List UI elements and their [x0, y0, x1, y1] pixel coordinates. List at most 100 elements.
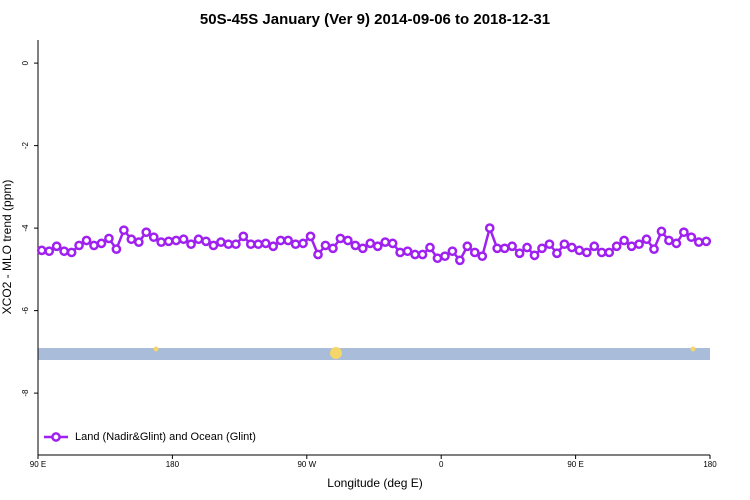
data-point: [462, 241, 473, 252]
data-point: [619, 235, 629, 246]
data-point: [245, 239, 256, 250]
land-marker: [330, 347, 342, 359]
data-point: [59, 246, 69, 257]
data-point: [74, 240, 84, 251]
x-tick-label: 90 E: [30, 460, 46, 469]
x-axis-label: Longitude (deg E): [327, 476, 422, 490]
legend-label: Land (Nadir&Glint) and Ocean (Glint): [75, 431, 256, 443]
data-point: [395, 247, 405, 258]
y-tick-label: -6: [21, 307, 30, 315]
data-point: [231, 239, 241, 250]
data-point: [156, 237, 167, 247]
data-point: [148, 232, 159, 243]
y-tick-label: 0: [21, 60, 30, 65]
data-point: [469, 247, 480, 258]
data-point: [298, 238, 308, 249]
data-point: [417, 249, 428, 260]
x-tick-label: 90 E: [567, 460, 583, 469]
data-point: [656, 226, 667, 237]
data-point: [223, 239, 234, 250]
data-point: [477, 251, 488, 262]
data-point: [387, 238, 398, 249]
data-point: [171, 235, 181, 246]
land-marker: [153, 346, 159, 352]
data-point: [671, 238, 682, 249]
ocean-band: [38, 348, 710, 360]
data-point: [641, 234, 652, 245]
y-tick-label: -8: [21, 389, 30, 397]
data-point: [693, 237, 704, 247]
x-tick-label: 90 W: [297, 460, 316, 469]
data-point: [104, 233, 114, 244]
y-axis-label: XCO2 - MLO trend (ppm): [0, 180, 14, 315]
data-point: [507, 241, 517, 252]
data-point: [290, 239, 301, 250]
data-point: [664, 235, 674, 246]
data-point: [343, 235, 353, 246]
data-point: [626, 241, 637, 252]
data-point: [679, 227, 689, 238]
y-tick-label: -2: [21, 142, 30, 150]
data-point: [649, 244, 659, 255]
data-point: [596, 247, 607, 258]
data-point: [36, 245, 47, 256]
data-point: [604, 247, 615, 258]
data-point: [544, 239, 555, 250]
data-point: [432, 253, 443, 264]
data-point: [126, 234, 137, 245]
data-point: [81, 235, 92, 246]
data-point: [402, 246, 413, 257]
data-point: [492, 243, 503, 254]
data-point: [611, 241, 622, 252]
data-point: [410, 249, 420, 260]
land-marker: [690, 346, 696, 352]
data-point: [216, 237, 226, 247]
data-point: [372, 241, 383, 252]
data-point: [365, 238, 376, 249]
data-point: [499, 243, 510, 254]
data-point: [447, 246, 458, 257]
data-point: [567, 242, 577, 253]
data-point: [119, 225, 129, 236]
data-point: [275, 235, 286, 246]
y-tick-label: -4: [21, 224, 30, 232]
data-point: [260, 238, 271, 249]
data-point: [111, 244, 122, 255]
data-point: [574, 245, 585, 256]
data-point: [537, 243, 547, 254]
data-point: [313, 249, 323, 260]
data-point: [529, 250, 540, 261]
data-point: [141, 227, 152, 238]
data-point: [193, 234, 204, 245]
data-point: [186, 239, 196, 250]
data-point: [552, 248, 562, 259]
data-point: [51, 241, 62, 252]
data-point: [283, 235, 293, 246]
data-point: [559, 239, 570, 250]
data-point: [201, 236, 211, 247]
data-point: [581, 247, 592, 258]
data-point: [701, 236, 712, 247]
data-point: [66, 247, 77, 258]
data-point: [163, 236, 174, 247]
data-point: [455, 255, 465, 266]
data-point: [686, 232, 697, 243]
data-point: [208, 240, 219, 251]
data-point: [440, 251, 450, 262]
data-point: [425, 242, 435, 253]
data-point: [305, 231, 316, 242]
data-point: [253, 239, 264, 250]
chart-title: 50S-45S January (Ver 9) 2014-09-06 to 20…: [200, 11, 550, 28]
data-point: [335, 233, 346, 244]
data-point: [522, 242, 532, 253]
data-point: [484, 223, 495, 233]
data-point: [589, 241, 600, 252]
data-point: [328, 243, 338, 254]
x-tick-label: 0: [439, 460, 444, 469]
data-point: [133, 237, 144, 247]
data-point: [514, 248, 525, 259]
data-point: [268, 241, 279, 252]
data-point: [357, 243, 368, 254]
data-point: [96, 238, 107, 249]
